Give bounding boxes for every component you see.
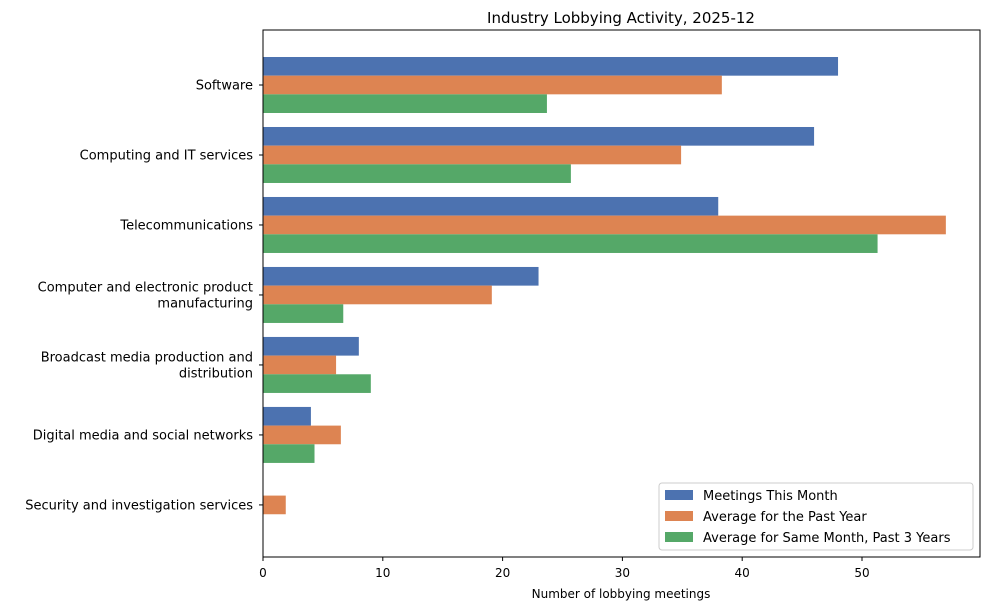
- bar-0-1: [263, 126, 815, 146]
- x-tick-label: 10: [375, 566, 390, 580]
- chart-title: Industry Lobbying Activity, 2025-12: [487, 9, 755, 27]
- y-tick-label: Software: [196, 79, 253, 94]
- legend-label: Average for the Past Year: [703, 510, 867, 525]
- x-axis-label: Number of lobbying meetings: [532, 587, 711, 601]
- bar-2-5: [263, 444, 315, 463]
- bar-1-5: [263, 425, 341, 445]
- bar-1-2: [263, 215, 946, 235]
- x-tick-label: 0: [259, 566, 267, 580]
- y-tick-label: Telecommunications: [119, 218, 253, 233]
- legend-label: Average for Same Month, Past 3 Years: [703, 531, 951, 546]
- bar-2-2: [263, 234, 878, 253]
- legend-label: Meetings This Month: [703, 489, 838, 504]
- bar-0-4: [263, 336, 359, 356]
- bar-0-2: [263, 196, 719, 216]
- y-tick-label: Security and investigation services: [25, 498, 253, 513]
- x-tick-label: 20: [495, 566, 510, 580]
- y-tick-label: Computing and IT services: [80, 148, 254, 163]
- y-tick-label: Digital media and social networks: [33, 428, 253, 443]
- bar-2-1: [263, 164, 571, 183]
- x-tick-label: 50: [854, 566, 869, 580]
- legend-box: [658, 482, 974, 551]
- bar-1-3: [263, 285, 492, 305]
- bar-1-0: [263, 75, 722, 95]
- bar-0-5: [263, 406, 311, 426]
- bar-0-0: [263, 57, 839, 76]
- bar-0-3: [263, 266, 539, 286]
- x-tick-label: 40: [735, 566, 750, 580]
- bar-1-6: [263, 495, 286, 515]
- bar-1-4: [263, 355, 337, 375]
- bar-2-4: [263, 374, 371, 393]
- y-tick-label: Broadcast media production and distributi…: [41, 350, 253, 381]
- legend-swatch: [665, 532, 693, 542]
- legend: Meetings This Month Average for the Past …: [658, 482, 974, 551]
- bar-2-0: [263, 94, 547, 113]
- x-tick-label: 30: [615, 566, 630, 580]
- legend-swatch: [665, 490, 693, 500]
- bar-1-1: [263, 145, 682, 165]
- y-tick-label: Computer and electronic product manufactu…: [38, 280, 253, 311]
- legend-swatch: [665, 511, 693, 521]
- plot-frame: [262, 29, 981, 558]
- bar-2-3: [263, 304, 344, 323]
